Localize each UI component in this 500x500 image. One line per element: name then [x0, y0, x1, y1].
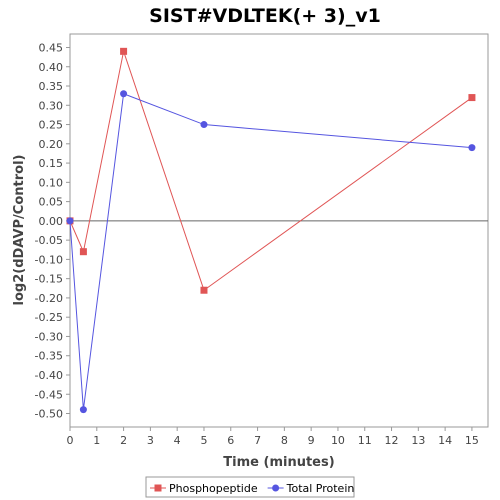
data-point: [66, 217, 74, 225]
x-tick-label: 13: [411, 434, 425, 447]
x-tick-label: 9: [308, 434, 315, 447]
y-tick-label: -0.20: [35, 292, 63, 305]
y-axis: -0.50 -0.45 -0.40 -0.35 -0.30 -0.25 -0.20 -0.15…: [35, 41, 70, 421]
data-point: [468, 144, 476, 152]
y-tick-label: 0.20: [39, 138, 64, 151]
y-tick-label: 0.40: [39, 61, 64, 74]
legend-box: [145, 476, 355, 498]
y-tick-label: -0.10: [35, 253, 63, 266]
plot-area: [69, 33, 489, 428]
x-axis-label: Time (minutes): [223, 455, 334, 470]
legend-item: Total Protein: [267, 482, 355, 495]
y-tick-label: -0.45: [35, 388, 63, 401]
y-tick-label: 0.05: [39, 196, 64, 209]
y-tick-label: 0.35: [39, 80, 64, 93]
y-tick-label: 0.25: [39, 119, 64, 132]
y-tick-label: -0.25: [35, 311, 63, 324]
legend-marker: [272, 484, 280, 492]
x-tick-label: 8: [281, 434, 288, 447]
legend-label: Total Protein: [286, 482, 355, 495]
data-point: [200, 286, 208, 294]
chart-title: SIST#VDLTEK(+ 3)_v1: [149, 5, 381, 27]
x-tick-label: 6: [227, 434, 234, 447]
y-tick-label: -0.05: [35, 234, 63, 247]
x-tick-label: 15: [465, 434, 479, 447]
y-tick-label: -0.35: [35, 350, 63, 363]
data-point: [79, 406, 87, 414]
legend-label: Phosphopeptide: [169, 482, 258, 495]
legend-marker: [154, 484, 162, 492]
y-tick-label: 0.30: [39, 99, 64, 112]
x-tick-label: 10: [331, 434, 345, 447]
data-point: [200, 121, 208, 129]
x-tick-label: 12: [385, 434, 399, 447]
x-tick-label: 4: [174, 434, 181, 447]
data-point: [120, 90, 128, 98]
x-tick-label: 14: [438, 434, 452, 447]
x-tick-label: 5: [200, 434, 207, 447]
x-tick-label: 11: [358, 434, 372, 447]
x-tick-label: 1: [93, 434, 100, 447]
x-tick-label: 7: [254, 434, 261, 447]
legend-item: Phosphopeptide: [150, 482, 258, 495]
x-axis: 0 1 2 3 4 5 6 7 8 9 10 11 12 13 14 15: [67, 427, 479, 447]
y-tick-label: 0.15: [39, 157, 64, 170]
data-point: [468, 94, 476, 102]
y-tick-label: -0.15: [35, 273, 63, 286]
x-tick-label: 2: [120, 434, 127, 447]
y-tick-label: 0.10: [39, 176, 64, 189]
x-tick-label: 3: [147, 434, 154, 447]
legend: Phosphopeptide Total Protein: [145, 476, 355, 498]
series-layer: [66, 47, 476, 414]
y-tick-label: 0.00: [39, 215, 64, 228]
series-total-protein: [66, 90, 476, 414]
y-tick-label: -0.50: [35, 408, 63, 421]
data-point: [79, 248, 87, 256]
y-tick-label: -0.30: [35, 330, 63, 343]
y-axis-label: log2(dDAVP/Control): [12, 155, 27, 306]
x-tick-label: 0: [67, 434, 74, 447]
y-tick-label: -0.40: [35, 369, 63, 382]
y-tick-label: 0.45: [39, 41, 64, 54]
data-point: [120, 47, 128, 55]
